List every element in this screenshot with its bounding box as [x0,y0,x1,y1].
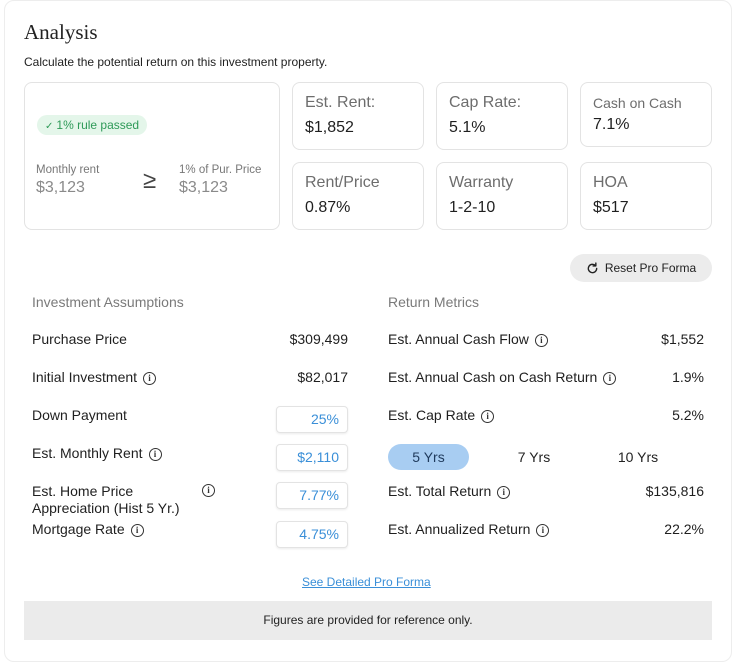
down-payment-input[interactable]: 25% [276,406,348,433]
info-icon[interactable]: i [148,448,162,461]
stat-value: 0.87% [305,199,351,216]
page-subtitle: Calculate the potential return on this i… [24,55,328,69]
monthly-rent-label: Monthly rent [36,164,100,176]
stat-value: $517 [593,199,629,216]
info-icon[interactable]: i [130,524,144,537]
coc-row: Est. Annual Cash on Cash Return i [388,369,617,385]
stat-label: Warranty [449,174,514,191]
est-monthly-rent-label: Est. Monthly Rent [32,445,143,461]
footer-note: Figures are provided for reference only. [24,601,712,640]
coc-value: 1.9% [672,369,704,385]
pur-price-value: $3,123 [179,179,228,196]
annualized-row: Est. Annualized Return i [388,521,550,537]
initial-investment-row: Initial Investment i [32,369,157,385]
mortgage-rate-row: Mortgage Rate i [32,521,144,537]
stat-label: Cap Rate: [449,94,522,111]
info-icon[interactable]: i [202,484,215,497]
stat-label: Est. Rent: [305,94,376,111]
greater-equal-symbol: ≥ [143,167,157,194]
rule-passed-label: 1% rule passed [56,118,140,132]
purchase-price-value: $309,499 [289,331,348,347]
monthly-rent-input[interactable]: $2,110 [276,444,348,471]
appreciation-input[interactable]: 7.77% [276,482,348,509]
info-icon[interactable]: i [497,486,511,499]
stat-label: Cash on Cash [593,95,682,111]
tab-5-yrs[interactable]: 5 Yrs [388,444,469,470]
down-payment-label: Down Payment [32,407,127,423]
annualized-label: Est. Annualized Return [388,521,531,537]
monthly-rent-value: $3,123 [36,179,85,196]
page-title: Analysis [24,20,98,44]
rule-passed-badge: ✓ 1% rule passed [37,115,148,135]
info-icon[interactable]: i [536,524,550,537]
initial-investment-label: Initial Investment [32,369,138,385]
stat-est-rent: Est. Rent: $1,852 [292,82,424,150]
total-return-label: Est. Total Return [388,483,492,499]
cash-flow-value: $1,552 [661,331,704,347]
cap-rate-value: 5.2% [672,407,704,423]
info-icon[interactable]: i [481,410,495,423]
coc-label: Est. Annual Cash on Cash Return [388,369,598,385]
total-return-value: $135,816 [645,483,704,499]
one-percent-rule-card: ✓ 1% rule passed Monthly rent $3,123 ≥ 1%… [24,82,280,230]
stat-label: HOA [593,174,628,191]
stat-cap-rate: Cap Rate: 5.1% [436,82,568,150]
refresh-icon [587,261,598,273]
appreciation-label: Est. Home Price Appreciation (Hist 5 Yr.… [32,483,180,516]
stat-hoa: HOA $517 [580,162,712,230]
stat-label: Rent/Price [305,174,380,191]
initial-investment-value: $82,017 [297,369,348,385]
annualized-value: 22.2% [664,521,704,537]
purchase-price-label: Purchase Price [32,331,127,347]
stat-value: $1,852 [305,119,354,136]
stat-value: 7.1% [593,116,630,133]
investment-assumptions-heading: Investment Assumptions [32,294,184,310]
stat-value: 5.1% [449,119,486,136]
cash-flow-label: Est. Annual Cash Flow [388,331,529,347]
check-icon: ✓ [45,121,54,132]
cap-rate-row: Est. Cap Rate i [388,407,495,423]
detailed-pro-forma-link[interactable]: See Detailed Pro Forma [302,575,431,589]
analysis-card [4,0,732,662]
tab-7-yrs[interactable]: 7 Yrs [517,449,551,465]
stat-warranty: Warranty 1-2-10 [436,162,568,230]
mortgage-rate-label: Mortgage Rate [32,521,125,537]
monthly-rent-row: Est. Monthly Rent i [32,445,162,461]
reset-pro-forma-button[interactable]: Reset Pro Forma [570,254,712,282]
cap-rate-label: Est. Cap Rate [388,407,476,423]
stat-value: 1-2-10 [449,199,496,216]
info-icon[interactable]: i [603,372,617,385]
total-return-row: Est. Total Return i [388,483,511,499]
mortgage-rate-input[interactable]: 4.75% [276,521,348,548]
tab-10-yrs[interactable]: 10 Yrs [617,449,659,465]
info-icon[interactable]: i [534,334,548,347]
pur-price-label: 1% of Pur. Price [179,164,262,176]
cash-flow-row: Est. Annual Cash Flow i [388,331,548,347]
stat-rent-price: Rent/Price 0.87% [292,162,424,230]
return-metrics-heading: Return Metrics [388,294,480,310]
reset-pro-forma-label: Reset Pro Forma [604,261,697,275]
stat-cash-on-cash: Cash on Cash 7.1% [580,82,712,147]
info-icon[interactable]: i [143,372,157,385]
